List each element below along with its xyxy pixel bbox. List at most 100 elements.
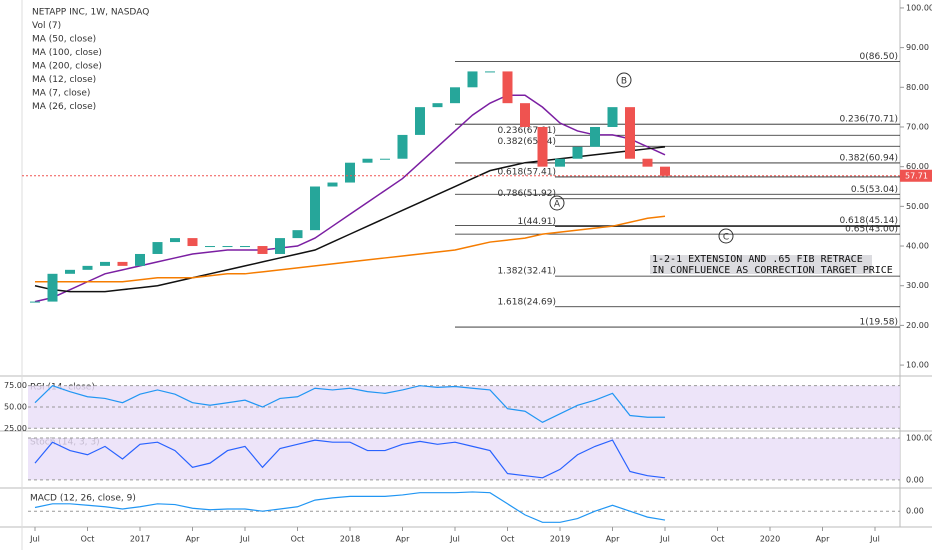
candle-body (135, 253, 145, 266)
fib-label: 1(44.91) (517, 217, 556, 227)
candle-body (572, 146, 583, 159)
candle-body (555, 158, 565, 167)
x-tick-label: Jul (449, 535, 460, 544)
y-tick-label: 50.00 (4, 402, 27, 411)
x-tick-label: Apr (186, 535, 201, 544)
legend-entry: MA (100, close) (32, 48, 102, 58)
candle-body (222, 246, 233, 248)
candle-body (502, 71, 513, 104)
y-tick-label: 20.00 (906, 321, 929, 330)
fib-label: 0.618(45.14) (839, 216, 898, 226)
x-tick-label: Oct (291, 535, 305, 544)
candle-body (205, 246, 215, 248)
fib-label: 0.5(53.04) (851, 185, 898, 195)
candle-body (415, 107, 425, 135)
candle-body (432, 103, 443, 108)
legend-entry: NETAPP INC, 1W, NASDAQ (32, 8, 149, 18)
y-tick-label: 50.00 (906, 202, 929, 211)
legend-entry: MA (26, close) (32, 102, 96, 112)
candle-body (362, 158, 373, 163)
pane-band (28, 385, 900, 429)
x-tick-label: 2020 (760, 535, 780, 544)
candle-body (660, 166, 670, 176)
y-tick-label: 30.00 (906, 281, 929, 290)
candle-body (607, 107, 618, 127)
y-tick-label: 80.00 (906, 83, 929, 92)
x-tick-label: Jul (659, 535, 670, 544)
y-tick-label: 40.00 (906, 242, 929, 251)
candle-body (240, 246, 250, 248)
x-tick-label: Apr (606, 535, 621, 544)
x-tick-label: Apr (396, 535, 411, 544)
wave-label: B (621, 77, 627, 87)
candle-body (170, 238, 180, 243)
fib-label: 0.236(70.71) (839, 115, 898, 125)
candle-body (152, 242, 163, 254)
candle-body (327, 182, 338, 187)
candle-body (117, 261, 128, 266)
x-tick-label: Jul (869, 535, 880, 544)
y-tick-label: 0.00 (906, 475, 924, 484)
x-tick-label: 2017 (130, 535, 150, 544)
pane-label: MACD (12, 26, close, 9) (30, 494, 136, 504)
legend-entry: MA (200, close) (32, 62, 102, 72)
fib-label: 0.65(43.00) (845, 225, 898, 235)
wave-circle (549, 195, 565, 211)
candle-body (450, 87, 460, 104)
legend-entry: MA (7, close) (32, 89, 90, 99)
candle-body (65, 269, 75, 274)
y-tick-label: 10.00 (906, 361, 929, 370)
annotation-box (650, 255, 872, 274)
y-tick-label: 90.00 (906, 43, 929, 52)
x-tick-label: Jul (239, 535, 250, 544)
candle-body (485, 71, 495, 73)
x-tick-label: Oct (81, 535, 95, 544)
x-tick-label: Oct (711, 535, 725, 544)
candle-body (257, 246, 268, 254)
legend-entry: MA (12, close) (32, 75, 96, 85)
candle-body (467, 71, 478, 88)
fib-label: 0(86.50) (859, 52, 898, 62)
candle-body (47, 273, 58, 302)
candle-body (537, 126, 548, 167)
annotation: IN CONFLUENCE AS CORRECTION TARGET PRICE (652, 265, 893, 276)
candle-body (275, 238, 285, 254)
candle-body (310, 186, 320, 231)
last-price-box (900, 169, 932, 182)
legend-entry: MA (50, close) (32, 35, 96, 45)
y-tick-label: 0.00 (906, 507, 924, 516)
x-tick-label: 2018 (340, 535, 360, 544)
x-tick-label: Apr (816, 535, 831, 544)
candle-body (82, 265, 93, 270)
fib-label: 1.382(32.41) (497, 267, 556, 277)
x-tick-label: Jul (29, 535, 40, 544)
y-tick-label: 100.00 (906, 434, 932, 443)
candle-body (642, 158, 653, 167)
candle-body (100, 261, 110, 266)
y-tick-label: 75.00 (4, 381, 27, 390)
annotation: 1-2-1 EXTENSION AND .65 FIB RETRACE (652, 254, 863, 265)
x-tick-label: 2019 (550, 535, 570, 544)
fib-label: 0.382(60.94) (839, 153, 898, 163)
candle-body (30, 301, 40, 303)
pane-band (28, 438, 900, 480)
ma-line (34, 146, 666, 293)
candle-body (345, 162, 355, 183)
rsi-line (34, 384, 665, 424)
y-tick-label: 25.00 (4, 424, 27, 433)
candle-body (520, 103, 530, 127)
x-tick-label: Oct (501, 535, 515, 544)
candle-body (380, 158, 390, 160)
fib-label: 1(19.58) (859, 318, 898, 328)
legend-entry: Vol (7) (32, 21, 61, 31)
wave-label: C (723, 233, 729, 243)
y-tick-label: 70.00 (906, 122, 929, 131)
wave-circle (718, 228, 734, 244)
candle-body (397, 134, 408, 159)
fib-label: 0.382(65.14) (497, 137, 556, 147)
macd-line (34, 491, 666, 523)
y-tick-label: 60.00 (906, 162, 929, 171)
y-tick-label: 100.00 (906, 3, 932, 12)
candle-body (292, 230, 303, 239)
wave-label: A (554, 200, 561, 210)
